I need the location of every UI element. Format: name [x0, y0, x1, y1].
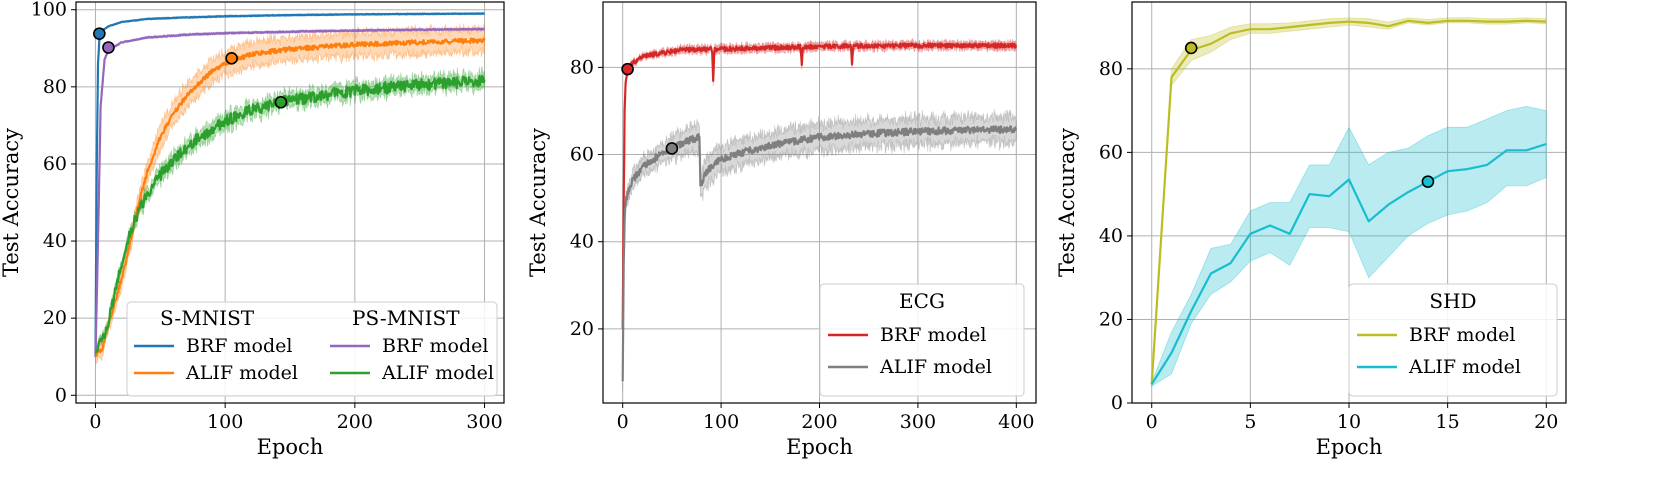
panel-shd-ylabel: Test Accuracy	[1055, 128, 1079, 277]
series-band	[1151, 105, 1547, 388]
legend-label-smnist-brf: BRF model	[186, 335, 292, 357]
y-tick-label: 100	[31, 0, 67, 21]
y-tick-label: 40	[1099, 225, 1123, 247]
x-tick-label: 0	[617, 411, 629, 433]
x-tick-label: 0	[1146, 411, 1158, 433]
legend-title-ecg: ECG	[899, 289, 945, 313]
panel-shd-legend: SHD BRF model ALIF model	[1348, 283, 1558, 397]
panel-shd-ticks: 0 5 10 15 20 0 20 40 60 80	[1099, 58, 1559, 433]
legend-box	[1348, 283, 1558, 397]
convergence-marker	[1184, 41, 1198, 55]
y-tick-label: 20	[43, 307, 67, 329]
panel-mnist-ticks: 0 100 200 300 0 20 40 60 80 100	[31, 0, 503, 433]
series-line	[94, 74, 486, 354]
convergence-marker	[225, 51, 238, 65]
x-tick-label: 200	[337, 411, 373, 433]
panel-ecg-legend: ECG BRF model ALIF model	[819, 283, 1025, 397]
panel-ecg-markers	[621, 62, 679, 155]
series-line	[621, 125, 1018, 382]
legend-label-psmnist-brf: BRF model	[382, 335, 488, 357]
series-line	[94, 37, 486, 358]
x-tick-label: 20	[1534, 411, 1558, 433]
panel-shd-bands	[1151, 17, 1547, 388]
x-tick-label: 10	[1337, 411, 1361, 433]
panel-mnist-frame	[75, 1, 505, 404]
x-tick-label: 400	[998, 411, 1034, 433]
x-tick-label: 15	[1436, 411, 1460, 433]
legend-label-psmnist-alif: ALIF model	[381, 362, 494, 384]
convergence-marker	[93, 27, 106, 40]
panel-ecg: 0 100 200 300 400 20 40 60 80 Epoch Test Accurac…	[526, 1, 1037, 459]
legend-label-shd-brf: BRF model	[1409, 324, 1515, 346]
panel-shd-xlabel: Epoch	[1316, 435, 1383, 459]
y-tick-label: 20	[570, 318, 594, 340]
convergence-marker	[621, 62, 634, 76]
panel-ecg-lines	[621, 42, 1018, 382]
series-line	[621, 42, 1018, 329]
y-tick-label: 80	[570, 56, 594, 78]
x-tick-label: 100	[207, 411, 243, 433]
y-tick-label: 40	[43, 230, 67, 252]
y-tick-label: 20	[1099, 308, 1123, 330]
panel-ecg-ylabel: Test Accuracy	[526, 128, 550, 277]
legend-label-smnist-alif: ALIF model	[185, 362, 298, 384]
x-tick-label: 300	[900, 411, 936, 433]
y-tick-label: 0	[1111, 392, 1123, 414]
series-line	[1150, 19, 1547, 385]
x-tick-label: 300	[466, 411, 502, 433]
panel-mnist-lines	[94, 12, 486, 358]
series-band	[622, 109, 1017, 391]
panel-mnist-markers	[93, 27, 288, 109]
panel-shd-lines	[1150, 19, 1547, 385]
y-tick-label: 0	[55, 384, 67, 406]
panel-ecg-ticks: 0 100 200 300 400 20 40 60 80	[570, 56, 1035, 433]
x-tick-label: 5	[1244, 411, 1256, 433]
legend-label-ecg-brf: BRF model	[880, 324, 986, 346]
x-tick-label: 100	[703, 411, 739, 433]
legend-title-psmnist: PS-MNIST	[352, 306, 460, 330]
legend-label-ecg-alif: ALIF model	[879, 356, 992, 378]
series-line	[94, 12, 485, 357]
y-tick-label: 40	[570, 231, 594, 253]
y-tick-label: 80	[43, 76, 67, 98]
series-band	[95, 23, 485, 366]
y-tick-label: 60	[570, 144, 594, 166]
y-tick-label: 80	[1099, 58, 1123, 80]
legend-label-shd-alif: ALIF model	[1408, 356, 1521, 378]
convergence-marker	[665, 142, 679, 155]
panel-ecg-xlabel: Epoch	[786, 435, 853, 459]
series-line	[94, 27, 485, 357]
series-band	[1151, 17, 1547, 387]
x-tick-label: 200	[801, 411, 837, 433]
y-tick-label: 60	[1099, 141, 1123, 163]
panel-mnist-ylabel: Test Accuracy	[0, 128, 23, 277]
panel-mnist-xlabel: Epoch	[257, 435, 324, 459]
panel-shd: 0 5 10 15 20 0 20 40 60 80 Epoch Test Accuracy SH…	[1055, 1, 1567, 459]
series-band	[95, 66, 485, 359]
legend-title-shd: SHD	[1429, 289, 1476, 313]
series-line	[1150, 142, 1547, 385]
panel-mnist-legend: S-MNIST PS-MNIST BRF model ALIF model BR…	[126, 301, 498, 397]
convergence-marker	[274, 95, 288, 109]
panel-shd-markers	[1184, 41, 1435, 188]
convergence-marker	[1421, 175, 1435, 188]
legend-box	[126, 301, 498, 397]
convergence-marker	[102, 41, 115, 54]
legend-title-smnist: S-MNIST	[160, 306, 255, 330]
x-tick-label: 0	[89, 411, 101, 433]
legend-box	[819, 283, 1025, 397]
panel-mnist: 0 100 200 300 0 20 40 60 80 100 Epoch Test Accura…	[0, 0, 505, 459]
y-tick-label: 60	[43, 153, 67, 175]
